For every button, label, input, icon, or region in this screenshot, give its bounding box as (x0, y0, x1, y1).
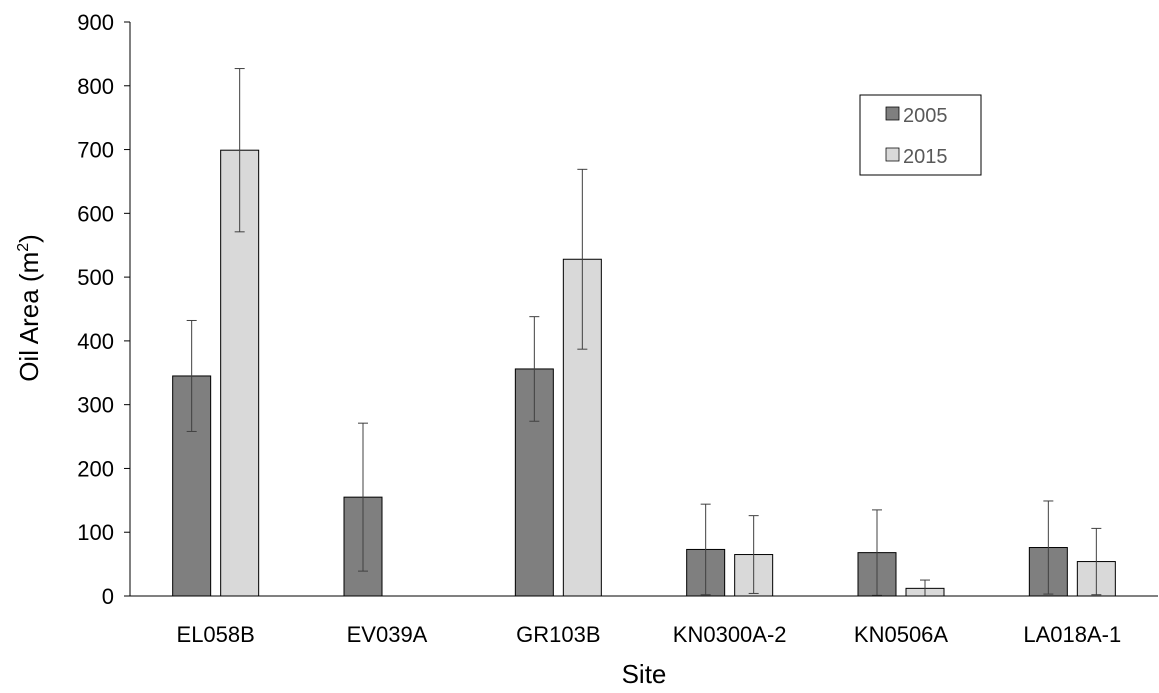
y-axis-title-main: Oil Area (m (14, 252, 44, 382)
x-tick-label: KN0506A (854, 622, 949, 647)
y-tick-label: 800 (77, 74, 114, 99)
x-axis-title: Site (622, 659, 667, 689)
x-tick-label: GR103B (516, 622, 600, 647)
y-tick-label: 600 (77, 201, 114, 226)
x-tick-label: KN0300A-2 (673, 622, 787, 647)
y-tick-label: 900 (77, 10, 114, 35)
y-tick-label: 0 (102, 584, 114, 609)
x-tick-label: EL058B (177, 622, 255, 647)
legend-swatch-2015 (885, 147, 900, 162)
x-axis: EL058B EV039A GR103B KN0300A-2 KN0506A LA018A… (130, 595, 1158, 647)
legend-box (859, 94, 982, 176)
y-tick-label: 100 (77, 520, 114, 545)
y-axis-title: Oil Area (m2) (14, 234, 44, 382)
y-tick-label: 300 (77, 393, 114, 418)
error-bar-group (186, 68, 1102, 597)
y-axis: 0 100 200 300 400 500 600 700 800 900 (77, 10, 131, 609)
x-tick-label: LA018A-1 (1023, 622, 1121, 647)
legend-swatch-2005 (885, 106, 900, 121)
legend-label-2005: 2005 (903, 105, 948, 127)
y-axis-title-superscript: 2 (15, 243, 32, 252)
y-tick-label: 400 (77, 329, 114, 354)
x-tick-label: EV039A (347, 622, 428, 647)
legend: 2005 2015 (859, 94, 982, 176)
y-tick-label: 200 (77, 456, 114, 481)
y-axis-title-close: ) (14, 234, 44, 243)
y-tick-label: 500 (77, 265, 114, 290)
legend-label-2015: 2015 (903, 146, 948, 168)
bar-group (172, 149, 1116, 597)
y-tick-label: 700 (77, 138, 114, 163)
